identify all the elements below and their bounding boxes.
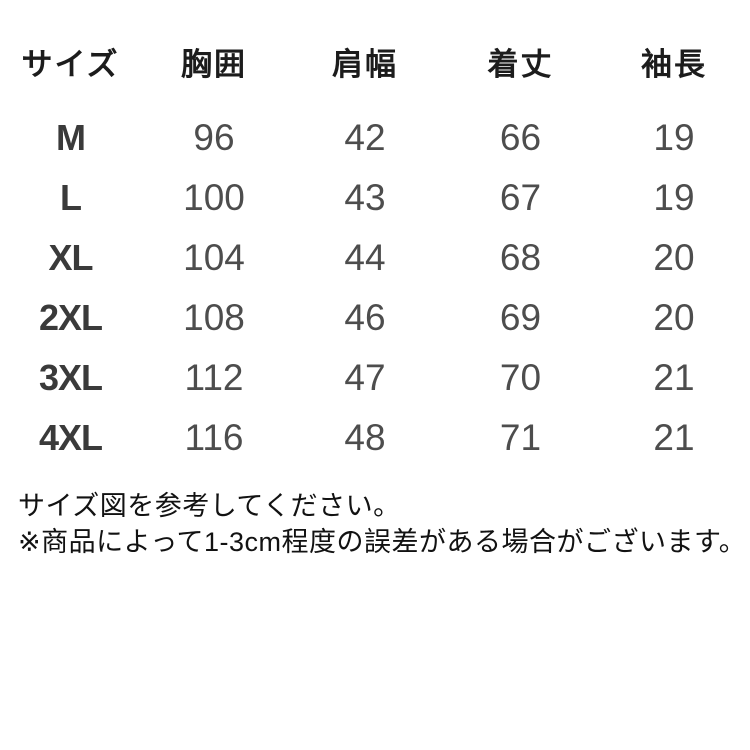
- header-cell-shoulder: 肩幅: [332, 46, 398, 82]
- size-chart-table: サイズ 胸囲 肩幅 着丈 袖長 M 96 42 66 19 L 100 43 6…: [0, 36, 750, 468]
- length-value: 68: [499, 237, 542, 278]
- sleeve-value: 21: [653, 417, 695, 458]
- table-row-xl: XL 104 44 68 20: [0, 228, 750, 288]
- sleeve-value: 20: [653, 237, 695, 278]
- size-label: 3XL: [38, 357, 103, 398]
- table-row-3xl: 3XL 112 47 70 21: [0, 348, 750, 408]
- length-value: 70: [499, 357, 542, 398]
- header-cell-chest: 胸囲: [181, 46, 247, 82]
- chest-value: 104: [183, 237, 245, 278]
- chest-value: 108: [183, 297, 245, 338]
- shoulder-value: 43: [344, 177, 386, 218]
- sleeve-value: 20: [653, 297, 695, 338]
- header-cell-size: サイズ: [21, 46, 120, 82]
- header-cell-length: 着丈: [487, 46, 554, 82]
- table-header-row: サイズ 胸囲 肩幅 着丈 袖長: [0, 36, 750, 86]
- size-label: M: [56, 117, 86, 158]
- sleeve-value: 21: [653, 357, 695, 398]
- sleeve-value: 19: [653, 117, 695, 158]
- sleeve-value: 19: [653, 177, 695, 218]
- size-chart-notes: サイズ図を参考してください。 ※商品によって1-3cm程度の誤差がある場合がござ…: [18, 488, 747, 560]
- table-row-l: L 100 43 67 19: [0, 168, 750, 228]
- length-value: 69: [499, 297, 542, 338]
- table-row-4xl: 4XL 116 48 71 21: [0, 408, 750, 468]
- table-row-m: M 96 42 66 19: [0, 108, 750, 168]
- size-label: 2XL: [38, 297, 103, 338]
- length-value: 71: [499, 417, 542, 458]
- shoulder-value: 42: [344, 117, 386, 158]
- shoulder-value: 48: [344, 417, 386, 458]
- chest-value: 116: [184, 417, 244, 458]
- shoulder-value: 44: [344, 237, 386, 278]
- note-reference-line: サイズ図を参考してください。: [18, 491, 401, 521]
- size-label: XL: [48, 237, 93, 278]
- header-cell-sleeve: 袖長: [641, 46, 707, 82]
- table-row-2xl: 2XL 108 46 69 20: [0, 288, 750, 348]
- length-value: 67: [499, 177, 542, 218]
- length-value: 66: [499, 117, 542, 158]
- chest-value: 112: [184, 357, 244, 398]
- shoulder-value: 47: [344, 357, 386, 398]
- size-label: L: [60, 177, 82, 218]
- shoulder-value: 46: [344, 297, 386, 338]
- size-label: 4XL: [38, 417, 103, 458]
- note-tolerance-line: ※商品によって1-3cm程度の誤差がある場合がございます。: [18, 527, 747, 557]
- chest-value: 100: [183, 177, 245, 218]
- chest-value: 96: [193, 117, 235, 158]
